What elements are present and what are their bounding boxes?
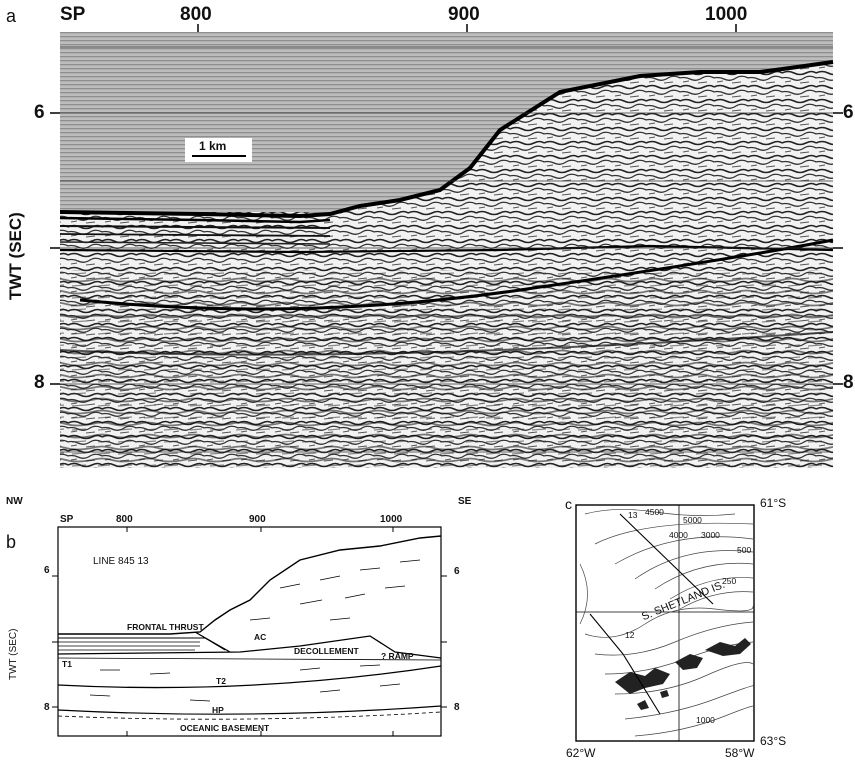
decollement-label: DECOLLEMENT	[294, 646, 359, 656]
panel-b-y-tick-8: 8	[44, 702, 50, 713]
panel-a-y-tick-6: 6	[34, 102, 45, 123]
oceanic-basement-label: OCEANIC BASEMENT	[180, 723, 270, 733]
lon-58w: 58°W	[725, 746, 755, 760]
panel-a-sp-tick-900: 900	[448, 4, 480, 25]
interpretation-line-drawing	[52, 526, 447, 737]
contour-3000: 3000	[701, 530, 720, 540]
panel-b-sp-tick-900: 900	[249, 514, 266, 525]
panel-a-y-tick-right-6: 6	[843, 102, 854, 123]
contour-4000: 4000	[669, 530, 688, 540]
scale-bar-label: 1 km	[199, 139, 227, 153]
lat-63s: 63°S	[760, 734, 787, 748]
lon-62w: 62°W	[566, 746, 596, 760]
contour-4500: 4500	[645, 507, 664, 517]
panel-b-sp-tick-1000: 1000	[380, 514, 403, 525]
ac-label: AC	[254, 632, 267, 642]
hp-label: HP	[212, 705, 224, 715]
panel-b-y-tick-right-8: 8	[454, 702, 460, 713]
panel-a-sp-label: SP	[60, 4, 86, 25]
panel-b-sp-tick-800: 800	[116, 514, 133, 525]
panel-b-y-tick-right-6: 6	[454, 566, 460, 577]
track-13-label: 13	[628, 510, 638, 520]
panel-a-letter: a	[6, 6, 17, 26]
t2-label: T2	[216, 676, 226, 686]
line-title: LINE 845 13	[93, 556, 149, 567]
panel-c-letter: c	[565, 496, 572, 512]
panel-b-letter: b	[6, 532, 17, 552]
panel-a-y-tick-right-8: 8	[843, 372, 854, 393]
panel-b-se-label: SE	[458, 496, 472, 507]
panel-b-y-tick-6: 6	[44, 565, 50, 576]
panel-a-y-tick-8: 8	[34, 372, 45, 393]
contour-5000: 5000	[683, 515, 702, 525]
panel-a-sp-tick-1000: 1000	[705, 4, 748, 25]
ramp-label: ? RAMP	[381, 651, 414, 661]
track-12-label: 12	[625, 630, 635, 640]
contour-500: 500	[737, 545, 752, 555]
lat-61s: 61°S	[760, 496, 787, 510]
panel-b-nw-label: NW	[6, 496, 23, 507]
seismic-section-image	[50, 24, 843, 468]
frontal-thrust-label: FRONTAL THRUST	[127, 622, 204, 632]
location-map	[575, 504, 755, 742]
panel-a-sp-tick-800: 800	[180, 4, 212, 25]
t1-label: T1	[62, 659, 72, 669]
contour-1000: 1000	[696, 715, 715, 725]
contour-250: 250	[722, 576, 737, 586]
panel-b-sp-label: SP	[60, 514, 74, 525]
